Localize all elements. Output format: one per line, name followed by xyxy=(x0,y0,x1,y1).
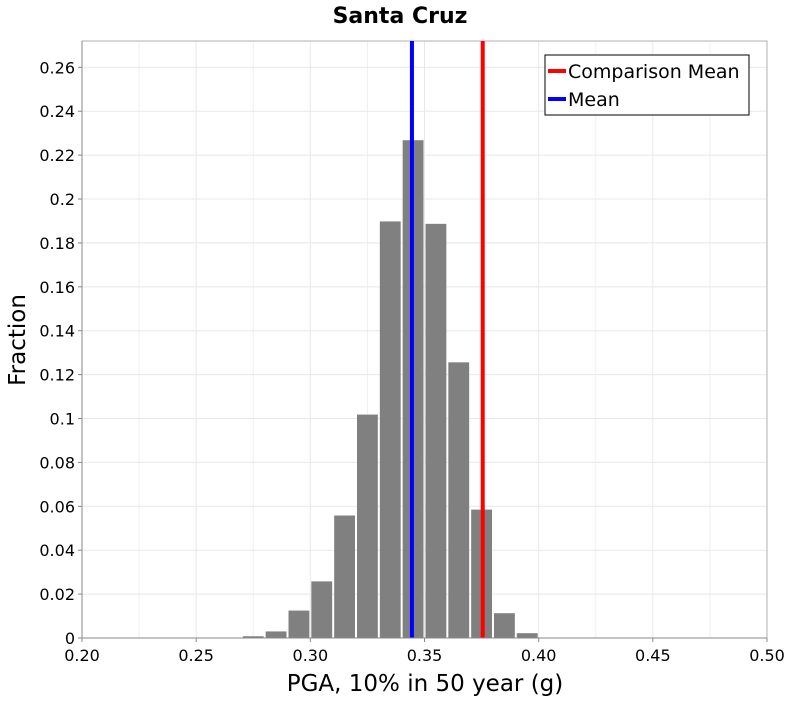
x-tick-label: 0.35 xyxy=(407,646,443,665)
y-tick-label: 0.14 xyxy=(39,322,75,341)
histogram-bar xyxy=(288,610,310,638)
grid-lines xyxy=(81,41,768,639)
histogram-bar xyxy=(311,581,333,638)
histogram-bar xyxy=(357,414,378,638)
x-tick-label: 0.40 xyxy=(521,646,557,665)
y-axis-ticks: 0 0.02 0.04 0.06 0.08 0.1 0.12 0.14 0.16 0.18 0.2 0… xyxy=(39,58,82,648)
y-tick-label: 0.1 xyxy=(50,410,75,429)
histogram-bar xyxy=(425,223,447,639)
x-axis-ticks: 0.20 0.25 0.30 0.35 0.40 0.45 0.50 xyxy=(64,638,785,665)
histogram-bar xyxy=(379,221,401,638)
y-tick-label: 0.04 xyxy=(39,541,75,560)
y-tick-label: 0.12 xyxy=(39,366,75,385)
legend-box xyxy=(544,54,750,116)
y-tick-label: 0.06 xyxy=(39,497,75,516)
histogram-bar xyxy=(334,515,355,638)
histogram-bar xyxy=(516,633,538,638)
chart-title: Santa Cruz xyxy=(333,4,468,29)
y-tick-label: 0.2 xyxy=(50,190,75,209)
histogram-bar xyxy=(448,362,470,638)
y-tick-label: 0.22 xyxy=(39,146,75,165)
y-tick-label: 0.18 xyxy=(39,234,75,253)
legend-label-mean: Mean xyxy=(568,89,620,111)
y-axis-label: Fraction xyxy=(5,294,31,386)
histogram-bar xyxy=(494,613,515,638)
histogram-bar xyxy=(242,636,264,638)
x-tick-label: 0.50 xyxy=(749,646,785,665)
legend: Comparison Mean Mean xyxy=(544,54,750,116)
y-tick-label: 0.02 xyxy=(39,585,75,604)
legend-label-comparison-mean: Comparison Mean xyxy=(568,61,740,83)
y-tick-label: 0.26 xyxy=(39,58,75,77)
reference-lines xyxy=(409,41,485,638)
x-tick-label: 0.20 xyxy=(64,646,100,665)
histogram-bars xyxy=(242,140,538,639)
x-axis-label: PGA, 10% in 50 year (g) xyxy=(287,671,564,697)
histogram-bar xyxy=(265,631,287,638)
y-tick-label: 0.08 xyxy=(39,453,75,472)
x-tick-label: 0.45 xyxy=(635,646,671,665)
x-tick-label: 0.25 xyxy=(178,646,214,665)
y-tick-label: 0 xyxy=(65,629,75,648)
x-tick-label: 0.30 xyxy=(293,646,329,665)
y-tick-label: 0.24 xyxy=(39,102,75,121)
y-tick-label: 0.16 xyxy=(39,278,75,297)
